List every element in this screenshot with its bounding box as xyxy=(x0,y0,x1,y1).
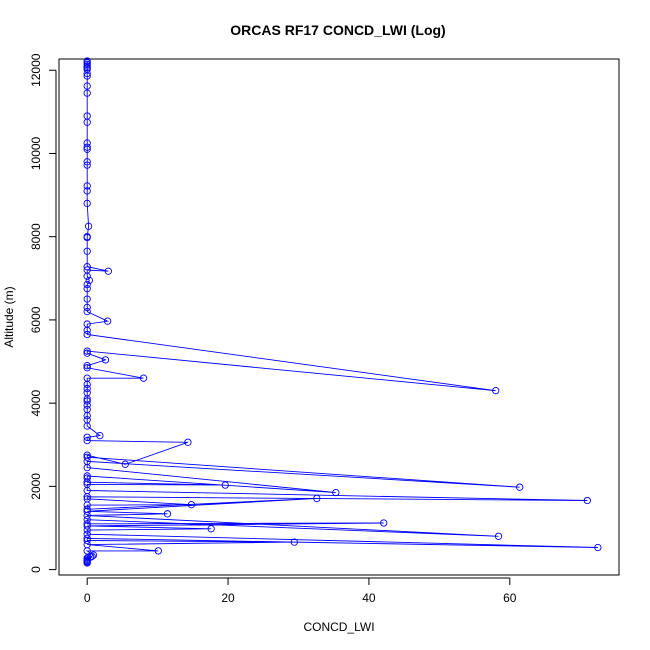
data-point xyxy=(83,349,91,357)
y-axis: 0 2000 4000 6000 8000 10000 12000 xyxy=(29,53,57,573)
data-point xyxy=(83,397,91,405)
data-point xyxy=(83,118,91,126)
data-point xyxy=(83,233,91,242)
data-point xyxy=(83,272,91,280)
plot-area xyxy=(58,58,620,576)
x-tick-label: 20 xyxy=(221,591,235,605)
data-point xyxy=(83,433,91,441)
data-point xyxy=(83,493,91,501)
data-point xyxy=(84,222,93,230)
data-point xyxy=(83,536,91,545)
data-point xyxy=(85,276,93,285)
data-point xyxy=(96,431,104,440)
data-point xyxy=(83,507,91,515)
data-point xyxy=(121,460,129,468)
data-point xyxy=(583,496,591,505)
data-point xyxy=(83,280,91,289)
data-point xyxy=(516,483,524,491)
data-point xyxy=(83,380,91,389)
data-point xyxy=(83,478,91,486)
y-tick-label: 2000 xyxy=(29,473,43,500)
y-axis-label: Altitude (m) xyxy=(2,286,16,347)
data-point xyxy=(83,285,91,293)
data-point xyxy=(492,387,500,395)
x-tick-label: 60 xyxy=(503,591,517,605)
data-point xyxy=(101,356,110,364)
data-point xyxy=(594,543,602,552)
data-point xyxy=(83,89,91,97)
y-tick-label: 6000 xyxy=(29,306,43,333)
y-tick-label: 0 xyxy=(29,566,43,573)
data-point xyxy=(83,347,91,355)
data-point xyxy=(83,82,91,90)
data-point xyxy=(83,526,91,534)
x-axis: 0 20 40 60 xyxy=(84,577,517,605)
data-point xyxy=(83,522,91,530)
data-point xyxy=(83,199,91,208)
data-point xyxy=(83,436,91,445)
data-point xyxy=(83,187,91,195)
x-tick-label: 40 xyxy=(362,591,376,605)
data-point xyxy=(313,494,321,503)
data-point xyxy=(83,511,91,520)
data-point xyxy=(83,384,91,393)
series-layer xyxy=(83,57,602,567)
data-point xyxy=(83,72,91,80)
data-point xyxy=(187,501,196,509)
y-tick-label: 12000 xyxy=(29,53,43,87)
data-point xyxy=(83,453,91,461)
x-axis-label: CONCD_LWI xyxy=(303,620,374,634)
data-point xyxy=(83,303,91,312)
data-point xyxy=(83,69,91,78)
data-point xyxy=(83,463,91,472)
data-point xyxy=(154,547,162,555)
data-point xyxy=(83,145,91,153)
data-point xyxy=(83,247,91,255)
y-tick-label: 4000 xyxy=(29,389,43,416)
data-point xyxy=(83,182,91,190)
data-point xyxy=(83,547,91,555)
data-point xyxy=(83,330,91,339)
data-point xyxy=(207,525,215,533)
data-point xyxy=(83,401,91,409)
data-point xyxy=(103,317,112,325)
data-point xyxy=(83,411,91,420)
data-point xyxy=(494,532,503,540)
data-point xyxy=(83,143,91,151)
data-point xyxy=(104,267,112,275)
data-point xyxy=(83,559,91,567)
series-line xyxy=(85,61,598,563)
data-point xyxy=(83,161,91,169)
chart-title: ORCAS RF17 CONCD_LWI (Log) xyxy=(230,22,445,38)
data-point xyxy=(139,374,148,382)
data-point xyxy=(83,307,91,316)
data-point xyxy=(83,326,91,334)
data-point xyxy=(83,364,91,372)
data-point xyxy=(380,519,388,527)
data-point xyxy=(184,438,192,446)
data-point xyxy=(83,262,91,271)
data-point xyxy=(163,510,172,518)
data-point xyxy=(83,422,91,430)
data-point xyxy=(290,538,298,546)
data-point xyxy=(221,481,229,489)
y-tick-label: 8000 xyxy=(29,223,43,250)
x-tick-label: 0 xyxy=(84,591,91,605)
data-point xyxy=(83,295,91,303)
y-tick-label: 10000 xyxy=(29,136,43,170)
data-point xyxy=(83,362,91,370)
data-point xyxy=(83,158,91,166)
data-point xyxy=(332,488,340,497)
